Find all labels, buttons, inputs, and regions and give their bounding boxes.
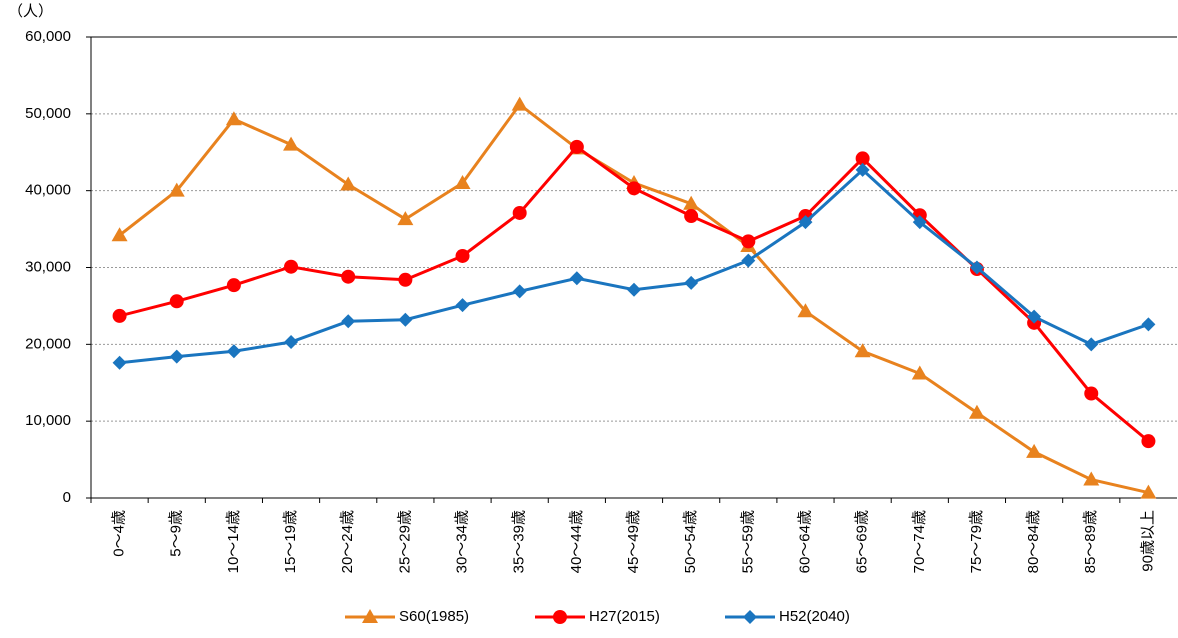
series-line <box>118 102 1149 495</box>
marker <box>398 312 413 327</box>
marker <box>512 205 527 220</box>
marker <box>855 162 870 177</box>
marker <box>798 215 813 230</box>
marker <box>1084 386 1099 401</box>
marker <box>1026 443 1043 458</box>
marker <box>455 248 470 263</box>
y-tick-label: 50,000 <box>25 105 71 122</box>
marker <box>1027 309 1042 324</box>
x-tick-label: 75～79歳 <box>968 510 985 573</box>
marker <box>225 111 242 126</box>
marker <box>283 136 300 151</box>
marker <box>455 298 470 313</box>
x-tick-label: 90歳以上 <box>1139 510 1156 572</box>
x-tick-label: 85～89歳 <box>1082 510 1099 573</box>
marker <box>627 181 641 196</box>
marker <box>341 269 356 284</box>
x-tick-label: 50～54歳 <box>682 510 699 573</box>
marker <box>169 294 184 309</box>
marker <box>454 174 471 189</box>
legend-marker <box>362 609 378 623</box>
x-tick-label: 60～64歳 <box>796 510 813 573</box>
marker <box>1141 317 1156 332</box>
marker <box>512 284 527 299</box>
y-tick-label: 60,000 <box>25 28 71 45</box>
x-tick-label: 0～4歳 <box>111 510 128 557</box>
legend-label: S60(1985) <box>399 608 469 625</box>
x-tick-label: 25～29歳 <box>396 510 413 573</box>
x-tick-label: 20～24歳 <box>339 510 356 573</box>
marker <box>284 335 299 350</box>
marker <box>398 272 413 287</box>
marker <box>912 215 927 230</box>
legend-marker <box>553 610 567 624</box>
marker <box>511 96 528 111</box>
marker <box>168 182 185 197</box>
marker <box>112 308 127 323</box>
marker <box>397 211 414 226</box>
marker <box>741 253 756 268</box>
y-tick-label: 40,000 <box>25 182 71 199</box>
marker <box>1083 471 1100 486</box>
marker <box>226 344 241 359</box>
marker <box>569 139 584 154</box>
x-tick-label: 15～19歳 <box>282 510 299 573</box>
x-tick-label: 10～14歳 <box>225 510 242 573</box>
marker <box>112 355 127 370</box>
marker <box>969 260 984 275</box>
legend-label: H52(2040) <box>779 608 850 625</box>
marker <box>1140 484 1157 499</box>
marker <box>741 234 756 249</box>
marker <box>341 314 356 329</box>
x-tick-label: 45～49歳 <box>625 510 642 573</box>
marker <box>1084 337 1099 352</box>
marker <box>284 259 299 274</box>
marker <box>169 349 184 364</box>
marker <box>684 209 699 224</box>
marker <box>968 404 985 419</box>
y-tick-label: 0 <box>63 489 71 506</box>
marker <box>1141 434 1156 449</box>
marker <box>684 275 699 290</box>
x-tick-label: 40～44歳 <box>568 510 585 573</box>
x-tick-label: 55～59歳 <box>739 510 756 573</box>
marker <box>854 343 871 358</box>
x-tick-label: 80～84歳 <box>1025 510 1042 573</box>
unit-label: （人） <box>8 3 53 20</box>
x-tick-label: 5～9歳 <box>168 510 185 557</box>
x-tick-label: 35～39歳 <box>511 510 528 573</box>
y-tick-label: 20,000 <box>25 335 71 352</box>
legend-label: H27(2015) <box>589 608 660 625</box>
x-tick-label: 65～69歳 <box>854 510 871 573</box>
marker <box>627 282 641 297</box>
marker <box>569 271 584 286</box>
marker <box>683 195 700 210</box>
y-tick-label: 10,000 <box>25 412 71 429</box>
marker <box>111 227 128 242</box>
marker <box>797 303 814 318</box>
x-tick-label: 70～74歳 <box>911 510 928 573</box>
y-tick-label: 30,000 <box>25 258 71 275</box>
series-line <box>119 167 1149 365</box>
legend-marker <box>743 610 757 624</box>
marker <box>855 151 870 166</box>
marker <box>911 365 928 380</box>
marker <box>340 176 357 191</box>
x-tick-label: 30～34歳 <box>453 510 470 573</box>
marker <box>226 278 241 293</box>
